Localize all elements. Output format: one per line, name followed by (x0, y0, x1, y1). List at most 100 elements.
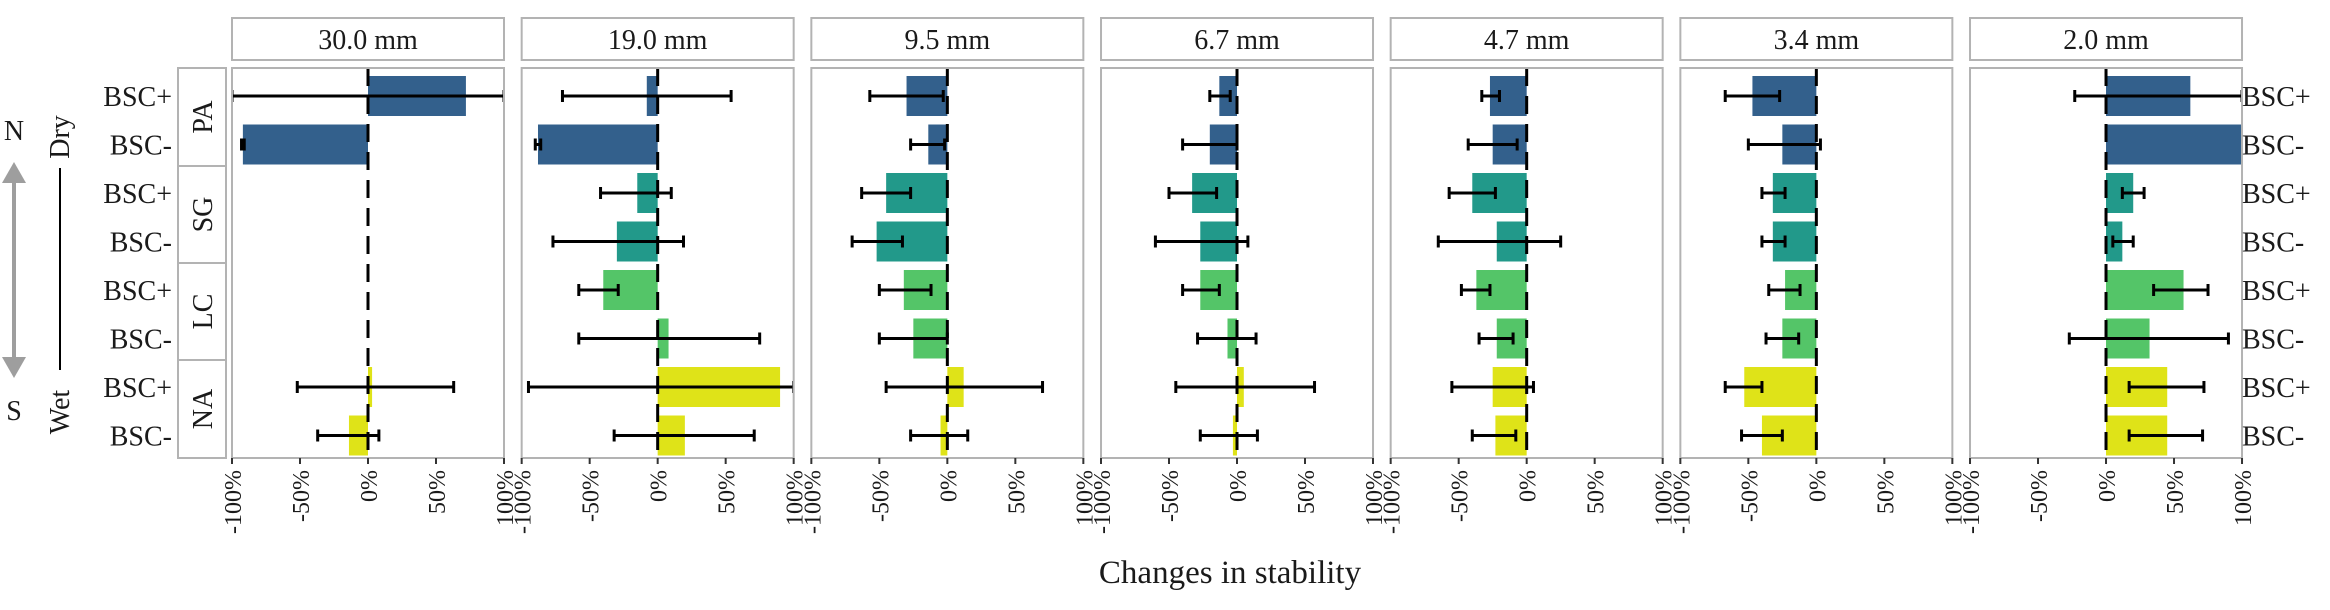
row-label-left: BSC- (110, 228, 172, 259)
bar (537, 124, 658, 165)
panel-strip-label: 30.0 mm (318, 25, 418, 56)
panel-strip (1969, 17, 2244, 61)
row-label-left: BSC- (110, 422, 172, 453)
group-strips: PA SG LC NA (177, 67, 227, 459)
row-label-left: BSC+ (103, 179, 172, 210)
x-tick-label: -50% (2027, 470, 2053, 522)
x-tick-label: 50% (1584, 470, 1610, 514)
x-tick-label: -100% (1380, 470, 1406, 534)
group-strip-label: PA (188, 100, 219, 134)
facet-panel: 30.0 mm -100% -50% 0% 50% 100% (221, 17, 519, 534)
group-strip-label: LC (188, 294, 219, 330)
x-tick-label: -50% (289, 470, 315, 522)
panel-strip-label: 6.7 mm (1194, 25, 1280, 56)
panel-strip-label: 19.0 mm (608, 25, 708, 56)
panel-strip (1100, 17, 1375, 61)
row-label-right: BSC- (2242, 131, 2304, 162)
group-strip-label: NA (188, 388, 219, 429)
panel-strip (1389, 17, 1664, 61)
x-tick-label: -50% (868, 470, 894, 522)
panel-strip-label: 2.0 mm (2063, 25, 2149, 56)
x-tick-label: 100% (1652, 470, 1678, 526)
facet-panels: 30.0 mm -100% -50% 0% 50% 100% 19.0 mm -100% -50… (221, 17, 2257, 534)
panel-plot-area (232, 76, 504, 456)
row-label-right: BSC+ (2242, 179, 2311, 210)
row-label-right: BSC+ (2242, 373, 2311, 404)
x-tick-label: 100% (1072, 470, 1098, 526)
x-tick-label: 50% (1004, 470, 1030, 514)
group-strip-label: SG (188, 197, 219, 233)
row-label-right: BSC- (2242, 228, 2304, 259)
row-label-right: BSC+ (2242, 82, 2311, 113)
facet-panel: 9.5 mm -100% -50% 0% 50% 100% (800, 17, 1098, 534)
x-tick-label: -50% (1448, 470, 1474, 522)
panel-plot-area (850, 76, 1045, 456)
facet-panel: 6.7 mm -100% -50% 0% 50% 100% (1090, 17, 1388, 534)
panel-strip-label: 3.4 mm (1774, 25, 1860, 56)
x-tick-label: 50% (2163, 470, 2189, 514)
panel-strip-label: 9.5 mm (905, 25, 991, 56)
facet-panel: 19.0 mm -100% -50% 0% 50% 100% (511, 17, 809, 534)
x-tick-label: -50% (579, 470, 605, 522)
x-tick-label: 50% (425, 470, 451, 514)
x-tick-label: 0% (357, 470, 383, 502)
facet-panel: 4.7 mm -100% -50% 0% 50% 100% (1380, 17, 1678, 534)
row-label-left: BSC+ (103, 276, 172, 307)
row-labels-left: BSC+ BSC- BSC+ BSC- BSC+ BSC- BSC+ BSC- (103, 82, 172, 453)
x-tick-label: -100% (1669, 470, 1695, 534)
direction-axis: N S Dry Wet (2, 115, 76, 434)
panel-strip (1679, 17, 1954, 61)
panel-plot-area (1436, 76, 1563, 456)
x-tick-label: 0% (1226, 470, 1252, 502)
group-strip (177, 359, 227, 459)
panel-strip (810, 17, 1085, 61)
panel-strip (520, 17, 795, 61)
x-tick-label: -100% (221, 470, 247, 534)
x-tick-label: 50% (1873, 470, 1899, 514)
down-arrow-head-icon (2, 357, 26, 378)
facet-panel: 3.4 mm -100% -50% 0% 50% 100% (1669, 17, 1967, 534)
row-label-right: BSC- (2242, 325, 2304, 356)
up-arrow-head-icon (2, 162, 26, 183)
x-tick-label: 50% (1294, 470, 1320, 514)
x-tick-label: 0% (2095, 470, 2121, 502)
panel-plot-area (526, 76, 794, 456)
x-axis-title: Changes in stability (1099, 555, 1362, 591)
x-tick-label: 100% (783, 470, 809, 526)
facet-panel: 2.0 mm -100% -50% 0% 50% 100% (1959, 17, 2257, 534)
row-labels-right: BSC+ BSC- BSC+ BSC- BSC+ BSC- BSC+ BSC- (2242, 82, 2311, 453)
wet-label: Wet (45, 390, 76, 435)
row-label-left: BSC+ (103, 82, 172, 113)
x-tick-label: 100% (2231, 470, 2257, 526)
panel-plot-area (1723, 76, 1822, 456)
panel-plot-area (1153, 76, 1317, 456)
dry-label: Dry (45, 115, 76, 159)
x-tick-label: 0% (1805, 470, 1831, 502)
x-tick-label: 100% (1362, 470, 1388, 526)
x-tick-label: 0% (1516, 470, 1542, 502)
row-label-left: BSC- (110, 131, 172, 162)
x-tick-label: 100% (493, 470, 519, 526)
x-tick-label: 100% (1941, 470, 1967, 526)
x-tick-label: -50% (1158, 470, 1184, 522)
panel-strip (231, 17, 505, 61)
x-tick-label: 0% (936, 470, 962, 502)
panel-strip-label: 4.7 mm (1484, 25, 1570, 56)
x-tick-label: -100% (1090, 470, 1116, 534)
row-label-left: BSC- (110, 325, 172, 356)
panel-plot-area (2067, 76, 2243, 456)
x-tick-label: -100% (800, 470, 826, 534)
row-label-right: BSC- (2242, 422, 2304, 453)
group-strip (177, 67, 227, 167)
bar (242, 124, 368, 165)
x-tick-label: -100% (1959, 470, 1985, 534)
row-label-left: BSC+ (103, 373, 172, 404)
x-tick-label: -50% (1737, 470, 1763, 522)
x-tick-label: -100% (511, 470, 537, 534)
group-strip (177, 262, 227, 361)
north-label: N (4, 116, 24, 147)
bar (2106, 124, 2243, 165)
south-label: S (6, 396, 22, 427)
x-tick-label: 50% (715, 470, 741, 514)
